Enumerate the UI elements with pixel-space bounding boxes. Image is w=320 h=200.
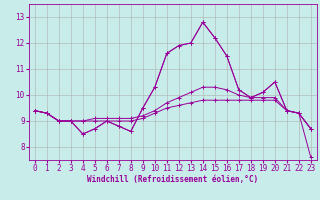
X-axis label: Windchill (Refroidissement éolien,°C): Windchill (Refroidissement éolien,°C)	[87, 175, 258, 184]
